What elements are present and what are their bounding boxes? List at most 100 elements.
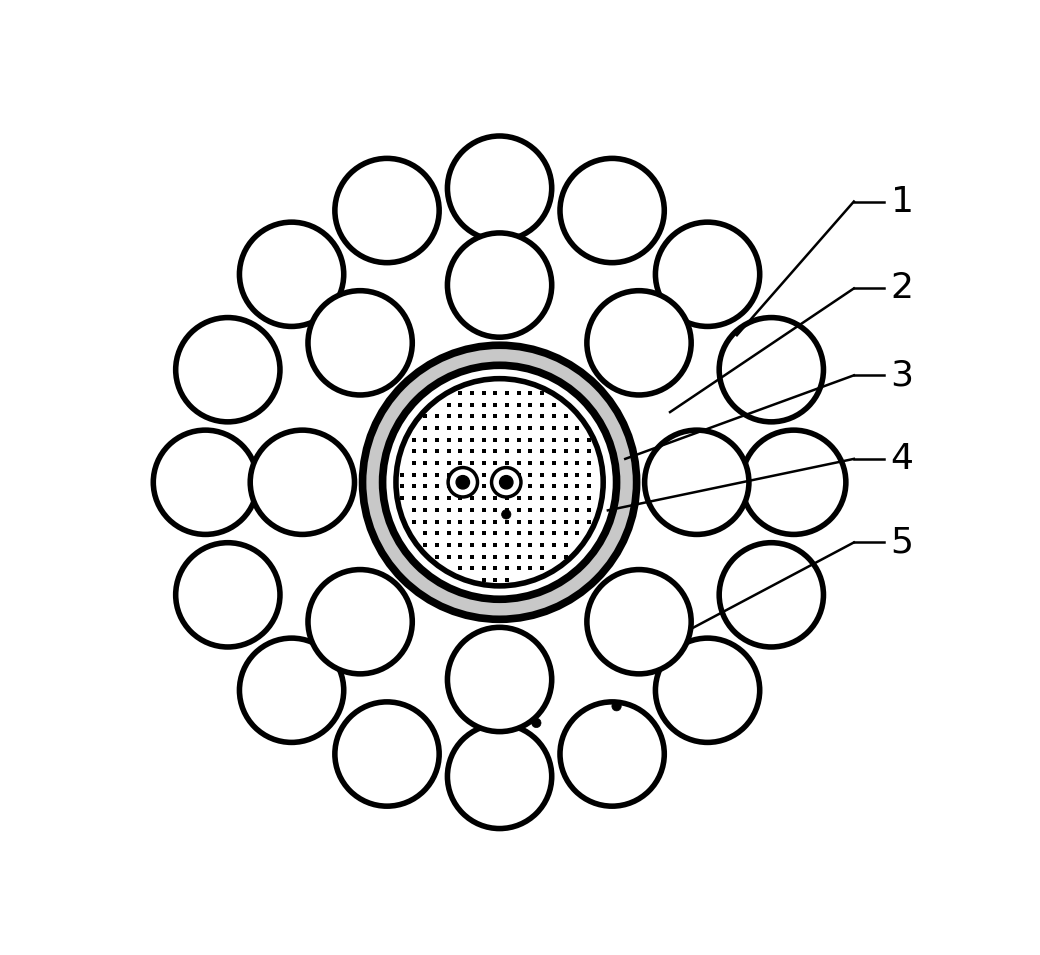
Point bbox=[511, 491, 527, 506]
Point bbox=[534, 491, 550, 506]
Point bbox=[487, 397, 503, 413]
Text: 2: 2 bbox=[890, 271, 914, 306]
Circle shape bbox=[560, 159, 665, 263]
Point bbox=[475, 538, 492, 553]
Point bbox=[580, 502, 597, 518]
Point bbox=[475, 467, 492, 482]
Point bbox=[464, 467, 480, 482]
Text: 4: 4 bbox=[890, 442, 914, 476]
Point bbox=[557, 432, 574, 447]
Point bbox=[487, 491, 503, 506]
Point bbox=[546, 538, 563, 553]
Point bbox=[417, 525, 434, 541]
Circle shape bbox=[645, 430, 749, 535]
Point bbox=[452, 397, 469, 413]
Point bbox=[557, 420, 574, 435]
Point bbox=[499, 397, 516, 413]
Circle shape bbox=[448, 468, 477, 497]
Point bbox=[464, 549, 480, 564]
Point bbox=[464, 538, 480, 553]
Point bbox=[511, 561, 527, 576]
Point bbox=[440, 514, 457, 529]
Point bbox=[475, 385, 492, 400]
Point bbox=[452, 409, 469, 424]
Point bbox=[440, 397, 457, 413]
Point bbox=[557, 491, 574, 506]
Point bbox=[452, 525, 469, 541]
Point bbox=[452, 491, 469, 506]
Point bbox=[475, 456, 492, 471]
Point bbox=[452, 478, 469, 494]
Point bbox=[452, 538, 469, 553]
Point bbox=[475, 444, 492, 459]
Circle shape bbox=[396, 378, 603, 585]
Point bbox=[499, 572, 516, 587]
Circle shape bbox=[457, 476, 469, 489]
Point bbox=[464, 456, 480, 471]
Point bbox=[522, 432, 539, 447]
Point bbox=[557, 467, 574, 482]
Point bbox=[475, 397, 492, 413]
Point bbox=[452, 456, 469, 471]
Point bbox=[487, 572, 503, 587]
Circle shape bbox=[612, 702, 621, 711]
Point bbox=[487, 561, 503, 576]
Point bbox=[452, 444, 469, 459]
Point bbox=[487, 444, 503, 459]
Point bbox=[499, 502, 516, 518]
Point bbox=[511, 525, 527, 541]
Point bbox=[569, 514, 586, 529]
Point bbox=[417, 432, 434, 447]
Point bbox=[464, 385, 480, 400]
Point bbox=[499, 385, 516, 400]
Circle shape bbox=[447, 627, 551, 732]
Point bbox=[393, 491, 410, 506]
Point bbox=[428, 502, 445, 518]
Point bbox=[428, 456, 445, 471]
Circle shape bbox=[655, 223, 759, 327]
Point bbox=[534, 409, 550, 424]
Point bbox=[440, 409, 457, 424]
Point bbox=[557, 409, 574, 424]
Point bbox=[499, 456, 516, 471]
Circle shape bbox=[308, 569, 412, 674]
Point bbox=[546, 456, 563, 471]
Point bbox=[522, 502, 539, 518]
Point bbox=[475, 514, 492, 529]
Point bbox=[546, 502, 563, 518]
Point bbox=[511, 502, 527, 518]
Point bbox=[428, 549, 445, 564]
Point bbox=[569, 432, 586, 447]
Point bbox=[417, 420, 434, 435]
Point bbox=[522, 478, 539, 494]
Point bbox=[499, 432, 516, 447]
Point bbox=[475, 561, 492, 576]
Point bbox=[546, 432, 563, 447]
Point bbox=[475, 409, 492, 424]
Point bbox=[428, 514, 445, 529]
Point bbox=[534, 502, 550, 518]
Point bbox=[417, 491, 434, 506]
Circle shape bbox=[499, 476, 513, 489]
Point bbox=[428, 478, 445, 494]
Point bbox=[534, 549, 550, 564]
Point bbox=[440, 549, 457, 564]
Point bbox=[464, 432, 480, 447]
Point bbox=[534, 561, 550, 576]
Point bbox=[487, 467, 503, 482]
Point bbox=[546, 549, 563, 564]
Point bbox=[487, 456, 503, 471]
Point bbox=[440, 444, 457, 459]
Point bbox=[511, 444, 527, 459]
Point bbox=[452, 502, 469, 518]
Point bbox=[569, 456, 586, 471]
Point bbox=[475, 549, 492, 564]
Point bbox=[428, 467, 445, 482]
Circle shape bbox=[655, 638, 759, 742]
Circle shape bbox=[587, 569, 692, 674]
Point bbox=[522, 549, 539, 564]
Point bbox=[534, 478, 550, 494]
Point bbox=[464, 478, 480, 494]
Point bbox=[475, 572, 492, 587]
Text: 5: 5 bbox=[890, 525, 914, 560]
